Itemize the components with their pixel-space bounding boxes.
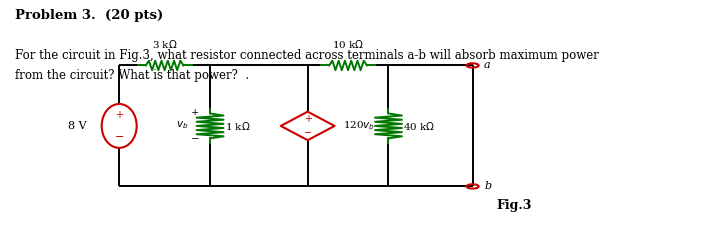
Text: +: + <box>191 108 199 117</box>
Text: −: − <box>191 135 200 144</box>
Text: $v_b$: $v_b$ <box>176 119 188 131</box>
Text: Problem 3.  (20 pts): Problem 3. (20 pts) <box>15 8 163 22</box>
Text: 3 k$\Omega$: 3 k$\Omega$ <box>152 38 178 50</box>
Text: −: − <box>115 132 124 142</box>
Text: a: a <box>484 60 490 70</box>
Text: −: − <box>304 128 311 138</box>
Text: 120$v_b$: 120$v_b$ <box>343 120 375 132</box>
Text: 40 k$\Omega$: 40 k$\Omega$ <box>403 120 435 132</box>
Text: +: + <box>115 109 123 120</box>
Text: 10 k$\Omega$: 10 k$\Omega$ <box>332 38 364 50</box>
Text: b: b <box>484 181 491 192</box>
Text: Fig.3: Fig.3 <box>496 199 531 212</box>
Text: For the circuit in Fig.3, what resistor connected across terminals a-b will abso: For the circuit in Fig.3, what resistor … <box>15 49 599 82</box>
Text: 8 V: 8 V <box>68 121 87 131</box>
Text: 1 k$\Omega$: 1 k$\Omega$ <box>225 120 251 132</box>
Text: +: + <box>304 114 311 124</box>
